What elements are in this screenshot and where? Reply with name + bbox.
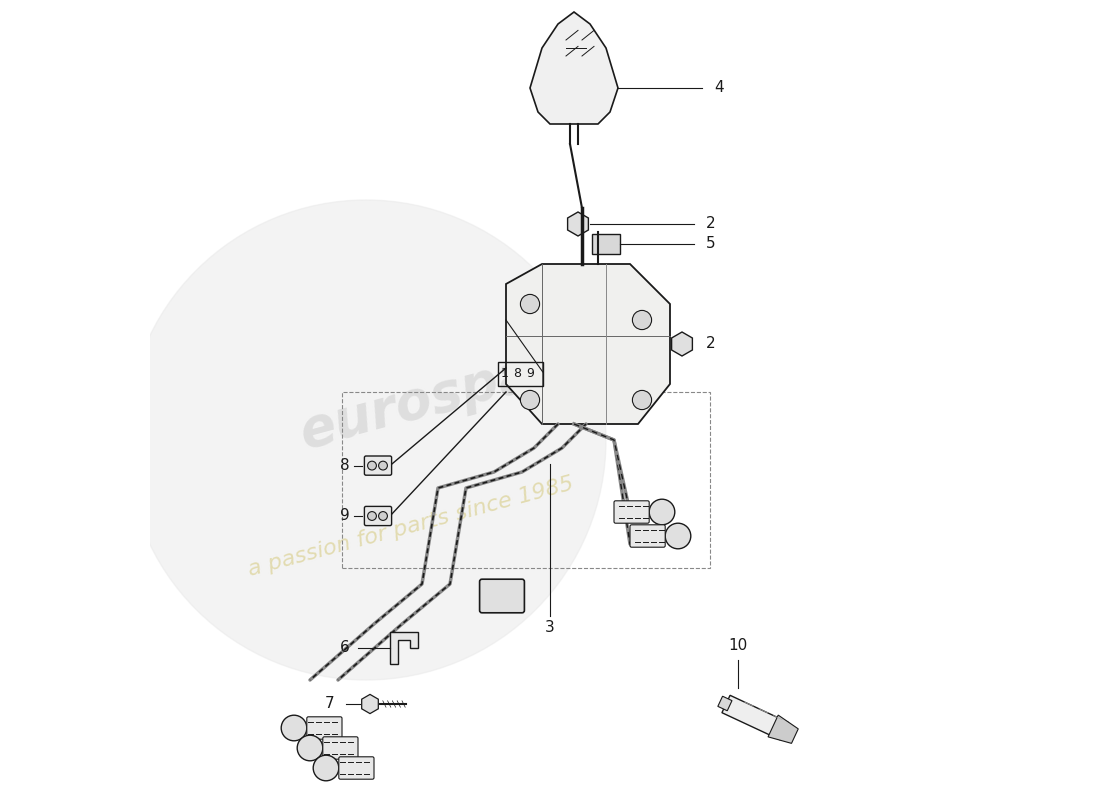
Circle shape [297,735,322,761]
Text: 10: 10 [728,638,748,653]
Text: eurospares: eurospares [294,322,629,459]
Circle shape [367,461,376,470]
Polygon shape [530,12,618,124]
FancyBboxPatch shape [480,579,525,613]
Text: 2: 2 [706,217,716,231]
FancyBboxPatch shape [307,717,342,739]
FancyBboxPatch shape [322,737,358,759]
Circle shape [378,461,387,470]
Text: 7: 7 [324,697,334,711]
FancyBboxPatch shape [592,234,620,254]
FancyBboxPatch shape [364,506,392,526]
FancyBboxPatch shape [364,456,392,475]
Circle shape [126,200,606,680]
Text: 9: 9 [526,367,534,380]
Text: 4: 4 [714,81,724,95]
Circle shape [314,755,339,781]
Text: 8: 8 [340,458,350,473]
Polygon shape [672,332,692,356]
Polygon shape [568,212,588,236]
FancyBboxPatch shape [339,757,374,779]
FancyBboxPatch shape [614,501,649,523]
Circle shape [520,294,540,314]
Polygon shape [722,695,791,740]
Text: 9: 9 [340,509,350,523]
Circle shape [282,715,307,741]
Polygon shape [718,696,732,710]
Circle shape [632,310,651,330]
Circle shape [378,512,387,520]
Circle shape [632,390,651,410]
Text: 2: 2 [706,337,716,351]
Circle shape [649,499,674,525]
Circle shape [666,523,691,549]
Polygon shape [768,715,799,743]
Circle shape [367,512,376,520]
Polygon shape [362,694,378,714]
Polygon shape [506,264,670,424]
Text: 6: 6 [340,641,350,655]
Text: 3: 3 [546,621,554,635]
Text: 8: 8 [514,367,521,380]
Circle shape [520,390,540,410]
Text: 1: 1 [500,367,508,380]
Polygon shape [390,632,418,664]
Text: 5: 5 [706,237,716,251]
FancyBboxPatch shape [630,525,666,547]
Text: a passion for parts since 1985: a passion for parts since 1985 [246,474,576,580]
